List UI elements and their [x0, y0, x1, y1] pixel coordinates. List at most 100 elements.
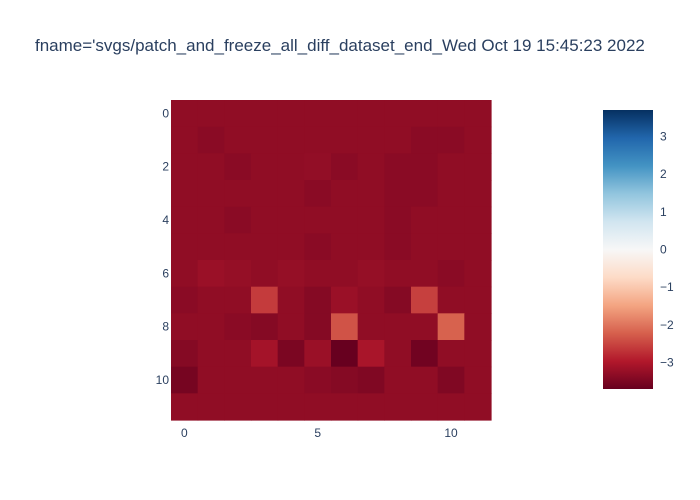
- heatmap-cell: [437, 206, 465, 234]
- heatmap-cell: [357, 153, 385, 181]
- colorbar-tick-label: −3: [660, 356, 674, 370]
- heatmap-cell: [464, 126, 492, 154]
- heatmap-cell: [384, 340, 412, 368]
- heatmap-cell: [197, 100, 225, 128]
- heatmap-cell: [384, 206, 412, 234]
- heatmap-cell: [251, 366, 279, 394]
- heatmap-cell: [197, 393, 225, 421]
- y-tick-label: 0: [162, 106, 169, 120]
- heatmap-cell: [197, 260, 225, 288]
- heatmap-cell: [411, 153, 439, 181]
- heatmap-cell: [224, 366, 252, 394]
- heatmap-cell: [251, 260, 279, 288]
- heatmap-cell: [304, 260, 332, 288]
- heatmap-cell: [437, 260, 465, 288]
- heatmap-cell: [224, 313, 252, 341]
- heatmap-cell: [197, 233, 225, 261]
- colorbar-tick-label: 3: [660, 129, 667, 143]
- y-tick-label: 2: [162, 160, 169, 174]
- heatmap-cell: [277, 340, 305, 368]
- heatmap-cell: [171, 100, 199, 128]
- heatmap-cell: [464, 153, 492, 181]
- heatmap-cell: [224, 340, 252, 368]
- x-tick-label: 10: [444, 426, 458, 440]
- heatmap-cell: [304, 393, 332, 421]
- heatmap-cell: [251, 206, 279, 234]
- y-tick-label: 4: [162, 213, 169, 227]
- heatmap-cell: [224, 180, 252, 208]
- heatmap-cell: [437, 286, 465, 314]
- heatmap-cell: [251, 180, 279, 208]
- heatmap-cell: [411, 260, 439, 288]
- heatmap-cell: [277, 260, 305, 288]
- heatmap-cell: [171, 340, 199, 368]
- heatmap-cell: [384, 260, 412, 288]
- heatmap-cell: [251, 126, 279, 154]
- x-axis: 0 5 10: [181, 426, 458, 440]
- colorbar-tick-label: −2: [660, 318, 674, 332]
- heatmap-cell: [464, 313, 492, 341]
- heatmap-cell: [304, 126, 332, 154]
- heatmap-cell: [384, 366, 412, 394]
- colorbar-tick-label: 1: [660, 205, 667, 219]
- heatmap-cell: [437, 313, 465, 341]
- heatmap-cell: [331, 260, 359, 288]
- heatmap-cell: [197, 340, 225, 368]
- heatmap-cell: [464, 340, 492, 368]
- heatmap-cell: [251, 340, 279, 368]
- heatmap-cell: [437, 100, 465, 128]
- heatmap-cell: [224, 233, 252, 261]
- heatmap-cell: [464, 100, 492, 128]
- heatmap-cell: [464, 260, 492, 288]
- heatmap-cell: [197, 180, 225, 208]
- heatmap-cell: [411, 180, 439, 208]
- colorbar: [603, 110, 653, 389]
- heatmap-cell: [251, 100, 279, 128]
- heatmap-cell: [411, 233, 439, 261]
- y-axis: 0 2 4 6 8 10: [156, 106, 170, 387]
- heatmap-cell: [357, 100, 385, 128]
- heatmap-cell: [384, 153, 412, 181]
- heatmap-cell: [171, 366, 199, 394]
- heatmap-cell: [411, 100, 439, 128]
- heatmap-cell: [277, 313, 305, 341]
- colorbar-tick-label: −1: [660, 280, 674, 294]
- heatmap-cell: [331, 233, 359, 261]
- heatmap-cell: [197, 366, 225, 394]
- heatmap-cell: [437, 393, 465, 421]
- heatmap-cell: [331, 366, 359, 394]
- heatmap-cell: [411, 286, 439, 314]
- heatmap-cell: [437, 340, 465, 368]
- heatmap-cell: [384, 100, 412, 128]
- heatmap-cell: [411, 206, 439, 234]
- heatmap-cell: [384, 286, 412, 314]
- heatmap-cell: [331, 100, 359, 128]
- x-tick-label: 5: [314, 426, 321, 440]
- heatmap-cell: [411, 340, 439, 368]
- heatmap-cell: [357, 260, 385, 288]
- colorbar-tick-label: 0: [660, 243, 667, 257]
- y-tick-label: 10: [156, 373, 170, 387]
- heatmap-cell: [304, 100, 332, 128]
- heatmap-cell: [357, 366, 385, 394]
- heatmap-cell: [464, 366, 492, 394]
- heatmap-cell: [357, 206, 385, 234]
- heatmap-cell: [277, 233, 305, 261]
- heatmap-cell: [197, 126, 225, 154]
- heatmap-cell: [224, 206, 252, 234]
- heatmap-cell: [171, 260, 199, 288]
- heatmap-cell: [384, 180, 412, 208]
- heatmap-cell: [384, 313, 412, 341]
- heatmap-cell: [251, 393, 279, 421]
- heatmap-cell: [304, 153, 332, 181]
- heatmap-cell: [384, 126, 412, 154]
- heatmap-cell: [411, 393, 439, 421]
- heatmap-cell: [411, 366, 439, 394]
- heatmap-cell: [171, 233, 199, 261]
- heatmap-cell: [437, 366, 465, 394]
- heatmap-cell: [277, 153, 305, 181]
- x-tick-label: 0: [181, 426, 188, 440]
- heatmap-cell: [304, 313, 332, 341]
- heatmap-cell: [357, 313, 385, 341]
- heatmap-cell: [277, 100, 305, 128]
